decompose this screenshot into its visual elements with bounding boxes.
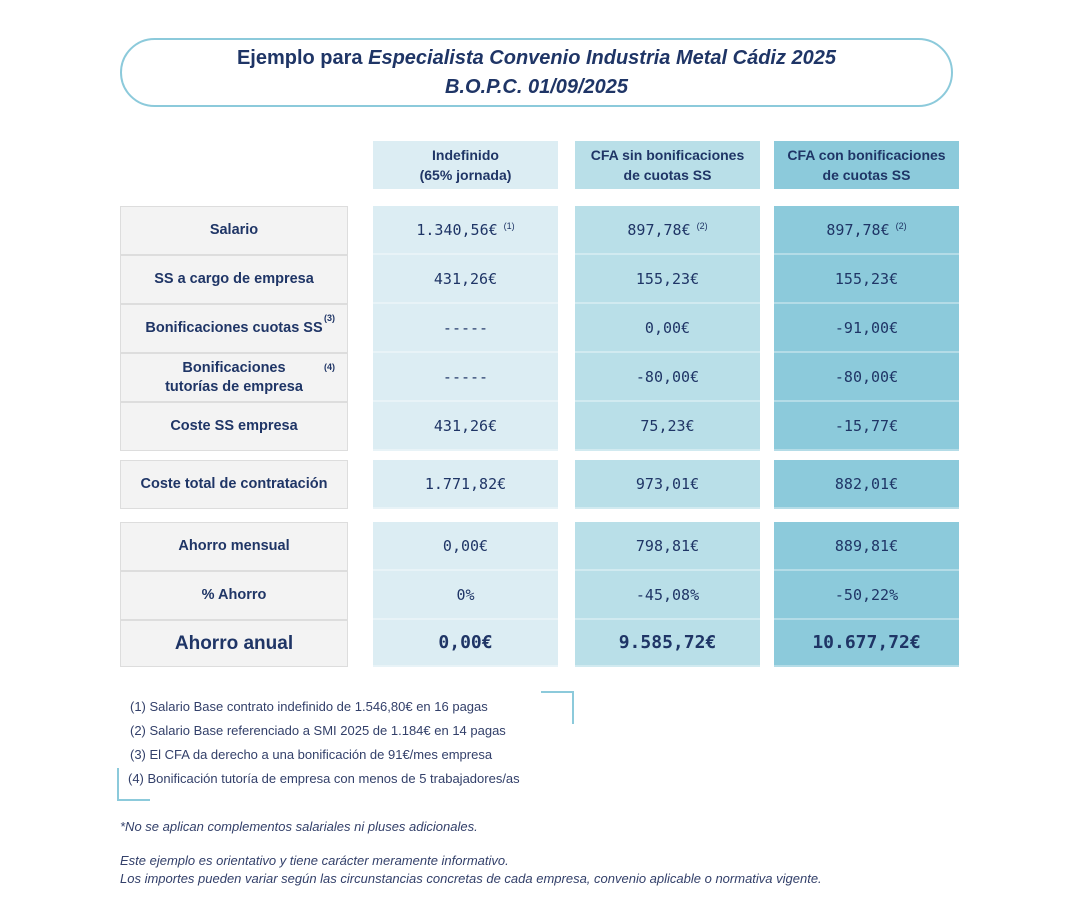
cell-value: -45,08% bbox=[635, 585, 700, 604]
cell-value: 0,00€ bbox=[644, 318, 691, 337]
footnote-ref: (3) bbox=[324, 313, 335, 323]
footnote-ref: (2) bbox=[895, 220, 907, 231]
cell-value: 897,78€ bbox=[627, 220, 691, 239]
cell-value: 431,26€ bbox=[433, 269, 498, 288]
row-label: Ahorro mensual bbox=[120, 522, 348, 571]
row-label-text: Salario bbox=[209, 222, 259, 238]
footnote-ref: (4) bbox=[324, 362, 335, 372]
table-cell: 10.677,72€ bbox=[774, 620, 959, 667]
footnote-3: (3) El CFA da derecho a una bonificación… bbox=[130, 747, 493, 762]
disclaimer-variation: Los importes pueden variar según las cir… bbox=[120, 871, 822, 886]
table-cell: -15,77€ bbox=[774, 402, 959, 451]
table-cell: 1.771,82€ bbox=[373, 460, 558, 509]
cell-value: 155,23€ bbox=[635, 269, 700, 288]
cell-value: 431,26€ bbox=[433, 416, 498, 435]
table-cell: 431,26€ bbox=[373, 402, 558, 451]
table-cell: 897,78€ (2) bbox=[774, 206, 959, 255]
table-cell: -91,00€ bbox=[774, 304, 959, 353]
cell-value: 10.677,72€ bbox=[812, 632, 921, 653]
column-header: CFA con bonificaciones de cuotas SS bbox=[774, 141, 959, 189]
table-cell: 973,01€ bbox=[575, 460, 760, 509]
cell-value: ----- bbox=[442, 367, 489, 386]
column-header: Indefinido (65% jornada) bbox=[373, 141, 558, 189]
footnote-2: (2) Salario Base referenciado a SMI 2025… bbox=[130, 723, 506, 738]
cell-value: -80,00€ bbox=[635, 367, 700, 386]
table-cell: 897,78€ (2) bbox=[575, 206, 760, 255]
table-cell: 1.340,56€ (1) bbox=[373, 206, 558, 255]
row-label: Bonificaciones cuotas SS (3) bbox=[120, 304, 348, 353]
page-title: Ejemplo para Especialista Convenio Indus… bbox=[120, 38, 953, 107]
table-cell: 0,00€ bbox=[373, 620, 558, 667]
row-label: Ahorro anual bbox=[120, 620, 348, 667]
row-label: Salario bbox=[120, 206, 348, 255]
cell-value: 0,00€ bbox=[442, 536, 489, 555]
table-cell: 889,81€ bbox=[774, 522, 959, 571]
table-cell: 431,26€ bbox=[373, 255, 558, 304]
column-header-line2: de cuotas SS bbox=[822, 167, 911, 183]
row-label: Coste SS empresa bbox=[120, 402, 348, 451]
column-header-line2: (65% jornada) bbox=[419, 167, 512, 183]
table-cell: 155,23€ bbox=[575, 255, 760, 304]
table-cell: -50,22% bbox=[774, 571, 959, 620]
disclaimer-complements: *No se aplican complementos salariales n… bbox=[120, 819, 478, 834]
title-specialty: Especialista Convenio Industria Metal Cá… bbox=[368, 47, 837, 69]
table-cell: -45,08% bbox=[575, 571, 760, 620]
table-cell: -80,00€ bbox=[575, 353, 760, 402]
cell-value: ----- bbox=[442, 318, 489, 337]
table-cell: 0,00€ bbox=[373, 522, 558, 571]
bracket-decoration bbox=[541, 691, 574, 724]
cell-value: 75,23€ bbox=[640, 416, 695, 435]
column-header-line2: de cuotas SS bbox=[623, 167, 712, 183]
cell-value: 155,23€ bbox=[834, 269, 899, 288]
table-cell: 0% bbox=[373, 571, 558, 620]
disclaimer-orientative: Este ejemplo es orientativo y tiene cará… bbox=[120, 853, 509, 868]
cell-value: 882,01€ bbox=[834, 474, 899, 493]
table-cell: 9.585,72€ bbox=[575, 620, 760, 667]
column-header-line1: CFA con bonificaciones bbox=[787, 147, 946, 163]
title-bopc: B.O.P.C. 01/09/2025 bbox=[444, 76, 629, 98]
cell-value: 0% bbox=[456, 585, 475, 604]
row-label-text: Ahorro anual bbox=[174, 633, 294, 654]
cell-value: 889,81€ bbox=[834, 536, 899, 555]
footnote-1: (1) Salario Base contrato indefinido de … bbox=[130, 699, 488, 714]
title-prefix: Ejemplo para bbox=[236, 47, 369, 69]
cell-value: -80,00€ bbox=[834, 367, 899, 386]
cell-value: 1.771,82€ bbox=[424, 474, 507, 493]
footnote-ref: (2) bbox=[696, 220, 708, 231]
row-label-text: Coste SS empresa bbox=[170, 418, 298, 434]
table-cell: -80,00€ bbox=[774, 353, 959, 402]
cell-value: -50,22% bbox=[834, 585, 899, 604]
table-cell: 882,01€ bbox=[774, 460, 959, 509]
cell-value: -15,77€ bbox=[834, 416, 899, 435]
column-header-line1: CFA sin bonificaciones bbox=[590, 147, 745, 163]
column-header: CFA sin bonificaciones de cuotas SS bbox=[575, 141, 760, 189]
cell-value: -91,00€ bbox=[834, 318, 899, 337]
cell-value: 897,78€ bbox=[826, 220, 890, 239]
table-cell: ----- bbox=[373, 353, 558, 402]
cell-value: 9.585,72€ bbox=[618, 632, 717, 653]
table-cell: ----- bbox=[373, 304, 558, 353]
footnote-4: (4) Bonificación tutoría de empresa con … bbox=[128, 771, 520, 786]
table-cell: 75,23€ bbox=[575, 402, 760, 451]
table-cell: 155,23€ bbox=[774, 255, 959, 304]
cell-value: 973,01€ bbox=[635, 474, 700, 493]
row-label-text: Bonificaciones tutorías de empresa bbox=[165, 359, 303, 395]
bracket-decoration bbox=[117, 768, 150, 801]
table-cell: 798,81€ bbox=[575, 522, 760, 571]
row-label: % Ahorro bbox=[120, 571, 348, 620]
cell-value: 1.340,56€ bbox=[416, 220, 498, 239]
row-label-text: % Ahorro bbox=[201, 587, 267, 603]
cell-value: 798,81€ bbox=[635, 536, 700, 555]
row-label-text: Ahorro mensual bbox=[178, 538, 290, 554]
row-label-text: Coste total de contratación bbox=[140, 476, 328, 492]
column-header-line1: Indefinido bbox=[432, 147, 499, 163]
row-label-text: SS a cargo de empresa bbox=[154, 271, 314, 287]
row-label: Bonificaciones tutorías de empresa (4) bbox=[120, 353, 348, 402]
row-label: Coste total de contratación bbox=[120, 460, 348, 509]
cell-value: 0,00€ bbox=[438, 632, 493, 653]
row-label: SS a cargo de empresa bbox=[120, 255, 348, 304]
table-cell: 0,00€ bbox=[575, 304, 760, 353]
footnote-ref: (1) bbox=[503, 220, 515, 231]
row-label-text: Bonificaciones cuotas SS bbox=[145, 320, 323, 336]
